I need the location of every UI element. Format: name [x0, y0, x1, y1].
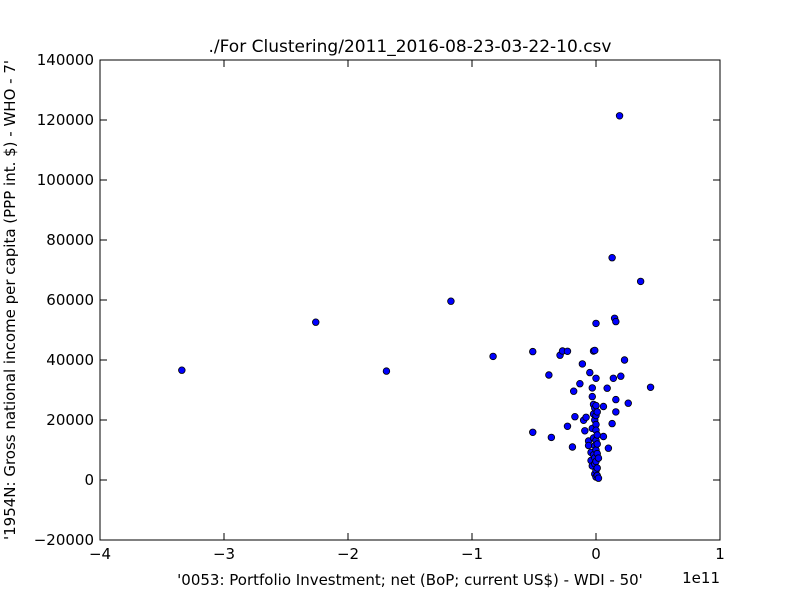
data-point	[599, 402, 608, 411]
y-tick-label: 140000	[37, 51, 94, 69]
data-point	[609, 374, 618, 382]
plot-frame	[99, 59, 721, 541]
x-tick-label: −2	[337, 545, 359, 563]
plot-area: −4 −3 −2 −1 0 1 −20000 0 20000 40000 60000 80000 100…	[34, 51, 725, 563]
data-point	[612, 408, 620, 416]
x-tick-label: 0	[591, 545, 601, 563]
data-point	[593, 440, 601, 448]
data-point	[594, 474, 603, 482]
y-tick-label: 20000	[46, 411, 94, 429]
data-point	[593, 464, 601, 472]
data-point	[582, 413, 590, 421]
data-point	[382, 367, 391, 375]
y-tick-label: 80000	[46, 231, 94, 249]
data-point	[591, 346, 599, 355]
data-point	[592, 374, 600, 382]
data-point	[545, 371, 553, 379]
chart-title: ./For Clustering/2011_2016-08-23-03-22-1…	[209, 37, 612, 57]
data-point	[569, 387, 578, 395]
data-point	[636, 277, 645, 286]
y-tick-label: 120000	[37, 111, 94, 129]
data-point	[447, 297, 455, 305]
data-point	[604, 444, 613, 452]
data-point	[571, 413, 579, 421]
data-point	[563, 347, 572, 355]
data-point	[178, 366, 186, 374]
x-axis-label: '0053: Portfolio Investment; net (BoP; c…	[177, 571, 643, 589]
y-tick-label: 100000	[37, 171, 94, 189]
data-point	[592, 319, 600, 328]
data-point	[617, 372, 625, 380]
data-point	[576, 380, 584, 388]
data-point	[624, 399, 632, 407]
data-point	[584, 441, 593, 450]
data-point	[588, 392, 596, 401]
data-point	[563, 422, 572, 430]
x-axis-multiplier: 1e11	[682, 569, 720, 587]
data-point	[588, 384, 596, 392]
x-tick-label: −1	[461, 545, 483, 563]
data-point	[529, 428, 537, 436]
data-point	[592, 401, 600, 410]
data-point	[615, 112, 624, 120]
data-point	[603, 384, 611, 392]
x-tick-label: −3	[213, 545, 235, 563]
data-point	[612, 395, 620, 404]
data-point	[529, 347, 537, 356]
y-tick-label: 60000	[46, 291, 94, 309]
data-point	[547, 433, 556, 442]
data-point	[608, 419, 616, 428]
y-tick-label: −20000	[34, 531, 94, 549]
data-point	[612, 317, 620, 326]
data-point	[599, 432, 608, 441]
data-point	[608, 254, 616, 262]
y-tick-label: 0	[84, 471, 94, 489]
data-point	[568, 443, 577, 451]
y-tick-label: 40000	[46, 351, 94, 369]
x-tick-label: −4	[89, 545, 111, 563]
data-point	[581, 427, 589, 435]
data-point	[593, 431, 601, 439]
data-point	[578, 360, 587, 368]
data-point	[646, 383, 655, 391]
data-point	[594, 454, 603, 462]
data-point	[489, 352, 497, 361]
x-tick-label: 1	[715, 545, 725, 563]
data-point	[586, 368, 594, 377]
data-point	[593, 408, 601, 416]
y-axis-label: '1954N: Gross national income per capita…	[1, 60, 19, 540]
data-point	[620, 356, 629, 364]
data-point	[312, 318, 320, 326]
